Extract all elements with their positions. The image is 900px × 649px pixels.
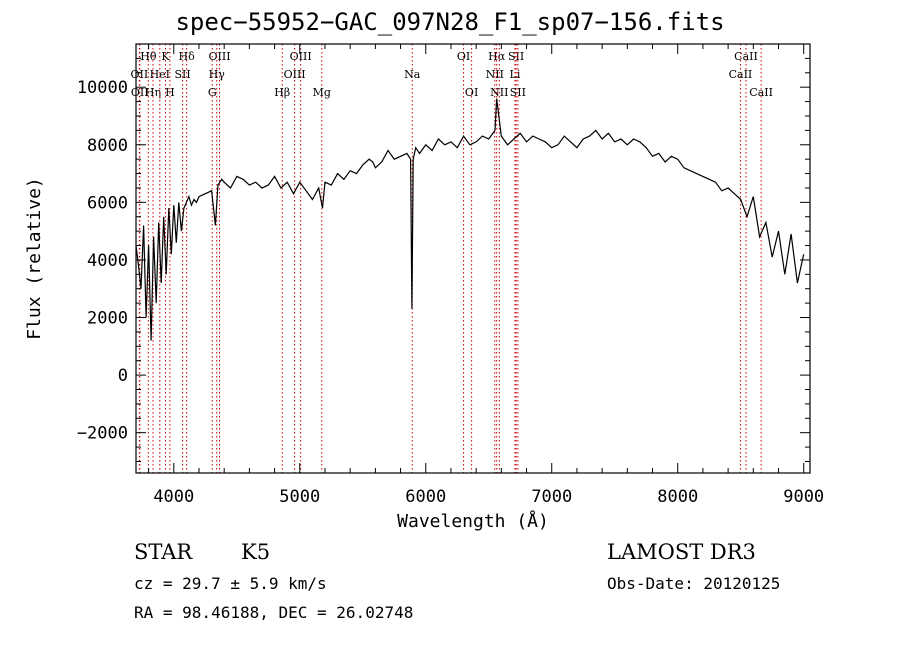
y-tick-label: 10000 (77, 78, 128, 98)
line-marker-label: OIII (284, 68, 306, 81)
x-tick-label: 6000 (405, 487, 446, 507)
x-tick-label: 7000 (531, 487, 572, 507)
line-marker-label: NII (486, 68, 504, 81)
line-marker-label: Hβ (274, 86, 290, 99)
line-marker-label: HeI (150, 68, 170, 81)
x-tick-label: 9000 (783, 487, 824, 507)
line-marker-label: G (208, 86, 217, 99)
line-marker-label: CaII (729, 68, 753, 81)
obs-date-text: Obs-Date: 20120125 (607, 574, 781, 593)
x-tick-label: 8000 (657, 487, 698, 507)
line-marker-label: Mg (313, 86, 331, 99)
line-marker-label: OI (457, 50, 470, 63)
y-tick-label: −2000 (77, 424, 128, 444)
line-marker-label: SII (508, 50, 524, 63)
line-marker-label: Hδ (179, 50, 196, 63)
line-marker-label: K (161, 50, 170, 63)
y-tick-label: 4000 (87, 251, 128, 271)
x-tick-label: 4000 (153, 487, 194, 507)
redshift-text: cz = 29.7 ± 5.9 km/s (134, 574, 327, 593)
line-marker-label: Hα (488, 50, 506, 63)
line-marker-label: Hθ (140, 50, 157, 63)
spectrum-line (135, 98, 805, 341)
line-marker-label: SII (174, 68, 190, 81)
y-tick-label: 6000 (87, 193, 128, 213)
line-marker-label: CaII (734, 50, 758, 63)
y-axis-label: Flux (relative) (24, 177, 45, 340)
y-tick-label: 0 (118, 366, 128, 386)
line-marker-label: Hγ (209, 68, 226, 81)
x-tick-label: 5000 (279, 487, 320, 507)
line-marker-label: OIII (208, 50, 230, 63)
y-tick-label: 8000 (87, 136, 128, 156)
line-marker-label: Na (404, 68, 421, 81)
chart-title: spec−55952−GAC_097N28_F1_sp07−156.fits (175, 8, 725, 36)
line-marker-label: OII (131, 86, 149, 99)
line-marker-label: Hη (145, 86, 161, 99)
axis-ticks (136, 44, 810, 473)
line-marker-label: H (165, 86, 175, 99)
line-marker-label: OII (131, 68, 149, 81)
line-marker-label: Li (510, 68, 521, 81)
line-marker-label: CaII (749, 86, 773, 99)
survey-label: LAMOST DR3 (607, 540, 756, 564)
object-class: STAR (134, 540, 193, 564)
line-marker-label: SII (510, 86, 526, 99)
line-marker-label: OIII (290, 50, 312, 63)
line-marker-label: NII (490, 86, 508, 99)
coordinates-text: RA = 98.46188, DEC = 26.02748 (134, 603, 414, 622)
y-tick-label: 2000 (87, 309, 128, 329)
line-marker-label: OI (465, 86, 478, 99)
plot-frame (135, 43, 811, 474)
x-axis-label: Wavelength (Å) (397, 510, 549, 532)
object-subclass: K5 (241, 540, 271, 564)
axis-labels: 4000 5000 6000 7000 8000 9000 −2000 0 2000 4000 60… (24, 78, 824, 532)
